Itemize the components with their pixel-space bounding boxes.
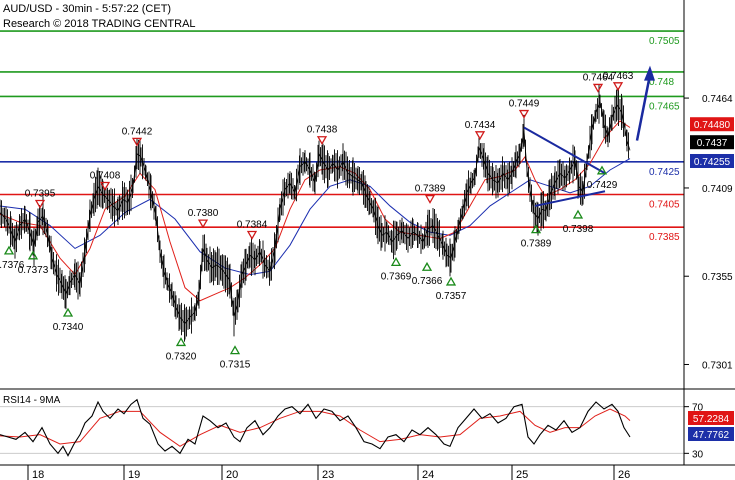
rsi-value-label: 47.7762 (693, 430, 730, 441)
rsi-tick-label: 30 (692, 449, 704, 460)
low-label: 0.7429 (587, 180, 618, 191)
price-tag (690, 135, 734, 150)
level-label: 0.7385 (649, 232, 680, 243)
level-label: 0.7405 (649, 200, 680, 211)
triangle-lower (534, 190, 606, 207)
chart-subtitle: Research © 2018 TRADING CENTRAL (3, 18, 196, 30)
price-line (0, 99, 631, 325)
high-marker (197, 219, 209, 229)
x-tick-label: 23 (322, 469, 334, 480)
price-panel: 0.7505 0.748 0.7465 0.7425 0.7405 0.7385 0.746… (0, 30, 734, 371)
low-marker (572, 209, 584, 219)
low-label: 0.7373 (18, 265, 49, 276)
indicator-title: RSI14 - 9MA (3, 395, 61, 406)
low-marker (3, 245, 15, 255)
forecast-arrow-shaft (635, 74, 652, 141)
x-axis: 18 19 20 23 24 25 26 (27, 465, 630, 480)
low-marker (421, 261, 433, 271)
high-marker (246, 230, 258, 240)
x-tick-label: 20 (226, 469, 238, 480)
high-label: 0.7464 (583, 72, 614, 83)
ma-slow-line (0, 158, 631, 276)
rsi-line (0, 398, 631, 457)
x-tick-label: 26 (618, 469, 630, 480)
high-label: 0.7449 (509, 99, 540, 110)
rsi-panel: 70 30 57.2284 47.7762 (0, 398, 734, 460)
high-label: 0.7463 (603, 71, 634, 82)
rsi-tick-label: 70 (692, 403, 704, 414)
low-label: 0.7315 (220, 360, 251, 371)
x-tick-label: 18 (32, 469, 44, 480)
y-tick-label: 0.7464 (702, 94, 733, 105)
price-tag (690, 117, 734, 132)
y-tick-label: 0.7355 (702, 272, 733, 283)
y-tick-label: 0.7409 (702, 184, 733, 195)
level-label: 0.7465 (649, 101, 680, 112)
high-marker (612, 82, 624, 92)
high-label: 0.7384 (237, 220, 268, 231)
low-label: 0.7398 (563, 224, 594, 235)
low-label: 0.7340 (53, 322, 84, 333)
forecast-arrow-head (644, 65, 655, 81)
low-label: 0.7366 (412, 276, 443, 287)
high-marker (131, 137, 143, 147)
low-marker (445, 276, 457, 286)
low-marker (62, 307, 74, 317)
high-label: 0.7389 (415, 184, 446, 195)
x-tick-label: 24 (422, 469, 434, 480)
low-marker (596, 165, 608, 175)
rsi-value-label: 57.2284 (693, 414, 730, 425)
price-tag-label: 0.74255 (694, 157, 731, 168)
low-label: 0.7376 (0, 260, 25, 271)
triangle-upper (523, 126, 606, 175)
level-label: 0.7425 (649, 167, 680, 178)
high-label: 0.7380 (188, 208, 219, 219)
level-label: 0.748 (649, 77, 674, 88)
high-marker (474, 131, 486, 141)
price-tag (690, 153, 734, 168)
ma-fast-line (0, 120, 631, 302)
high-label: 0.7438 (307, 125, 338, 136)
low-label: 0.7389 (521, 239, 552, 250)
price-tag-label: 0.7437 (697, 138, 728, 149)
chart-title: AUD/USD - 30min - 5:57:22 (CET) (3, 3, 171, 15)
x-tick-label: 25 (516, 469, 528, 480)
low-marker (390, 257, 402, 266)
high-marker (592, 83, 604, 93)
rsi-value-tag (688, 411, 734, 425)
high-marker (34, 199, 46, 209)
high-marker (424, 194, 436, 204)
low-label: 0.7320 (166, 351, 197, 362)
high-marker (518, 109, 530, 119)
high-marker (316, 136, 328, 146)
low-marker (530, 224, 542, 234)
low-label: 0.7357 (436, 291, 467, 302)
high-marker (99, 181, 111, 191)
rsi-value-tag (688, 427, 734, 441)
price-tag-label: 0.74480 (694, 120, 731, 131)
x-tick-label: 19 (128, 469, 140, 480)
low-marker (175, 337, 187, 347)
high-label: 0.7434 (465, 120, 496, 131)
high-label: 0.7442 (122, 126, 153, 137)
level-label: 0.7505 (649, 36, 680, 47)
high-label: 0.7395 (25, 188, 56, 199)
low-label: 0.7369 (381, 271, 412, 282)
low-marker (27, 250, 39, 260)
y-tick-label: 0.7301 (702, 360, 733, 371)
high-label: 0.7408 (90, 171, 121, 182)
low-marker (229, 345, 241, 355)
